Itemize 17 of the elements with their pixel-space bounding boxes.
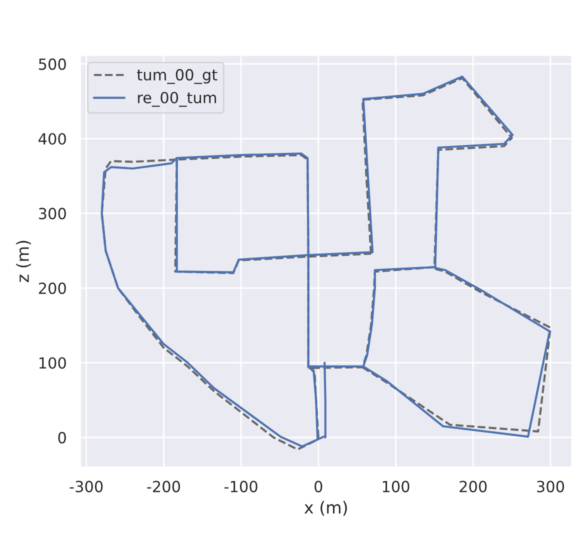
y-axis-title: z (m) (16, 240, 31, 282)
y-tick-label: 0 (58, 432, 66, 444)
y-tick-label: 200 (38, 282, 66, 294)
x-tick-label: 0 (314, 480, 322, 492)
y-tick-label: 400 (38, 133, 66, 145)
x-tick-label: 300 (537, 480, 564, 492)
legend-label: tum_00_gt (137, 69, 218, 84)
y-tick-label: 300 (38, 208, 66, 220)
x-tick-label: -200 (147, 480, 180, 492)
x-tick-label: 200 (460, 480, 487, 492)
x-tick-label: 100 (382, 480, 410, 492)
x-axis-title: x (m) (304, 500, 347, 516)
y-tick-label: 100 (39, 357, 66, 369)
x-tick-label: -300 (70, 480, 103, 492)
legend-label: re_00_tum (138, 92, 216, 107)
x-tick-label: -100 (224, 480, 258, 492)
y-tick-label: 500 (38, 58, 66, 70)
